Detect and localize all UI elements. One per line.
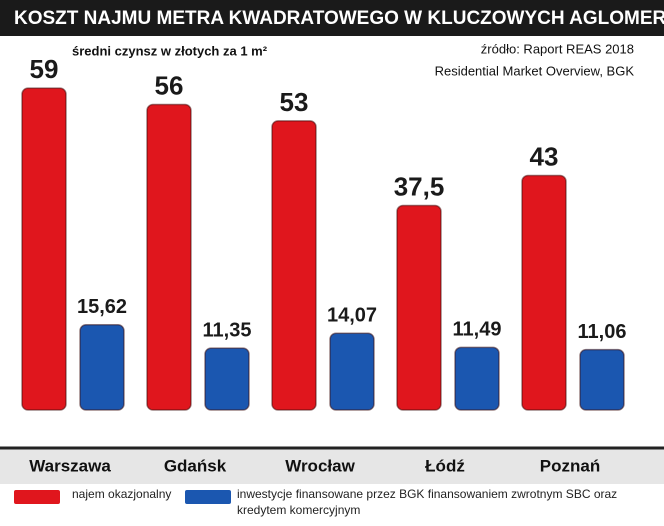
chart-title: KOSZT NAJMU METRA KWADRATOWEGO W KLUCZOW… xyxy=(14,8,664,29)
x-tick-label: Wrocław xyxy=(285,456,355,475)
x-tick-label: Poznań xyxy=(540,456,600,475)
legend: najem okazjonalny xyxy=(14,486,172,504)
value-label: 37,5 xyxy=(394,171,445,201)
value-label: 53 xyxy=(280,87,309,117)
value-label: 11,06 xyxy=(578,321,627,343)
value-label: 56 xyxy=(155,70,184,100)
bar xyxy=(329,332,375,411)
bar xyxy=(204,347,250,411)
legend-swatch xyxy=(185,490,231,504)
source: źródło: Raport REAS 2018 xyxy=(481,41,634,56)
x-tick-label: Łódź xyxy=(425,456,465,475)
bar xyxy=(146,103,192,411)
value-label: 59 xyxy=(30,54,59,84)
legend-label: najem okazjonalny xyxy=(72,487,172,501)
bar xyxy=(579,348,625,411)
value-label: 11,35 xyxy=(203,319,252,341)
value-label: 14,07 xyxy=(327,305,377,327)
bar xyxy=(271,120,317,411)
legend-label: inwestycje finansowane przez BGK finanso… xyxy=(237,487,618,517)
value-label: 11,49 xyxy=(453,319,502,341)
chart: KOSZT NAJMU METRA KWADRATOWEGO W KLUCZOW… xyxy=(0,0,664,484)
bar xyxy=(21,87,67,411)
x-tick-label: Gdańsk xyxy=(164,456,227,475)
subtitle: średni czynsz w złotych za 1 m² xyxy=(72,43,268,58)
value-label: 43 xyxy=(530,141,559,171)
bar xyxy=(396,204,442,411)
value-label: 15,62 xyxy=(77,296,127,318)
bar xyxy=(454,346,500,411)
category-band xyxy=(0,448,664,484)
x-tick-label: Warszawa xyxy=(29,456,111,475)
source: Residential Market Overview, BGK xyxy=(435,63,635,78)
bar xyxy=(79,324,125,411)
title-bar xyxy=(0,0,664,36)
legend: inwestycje finansowane przez BGK finanso… xyxy=(185,486,625,518)
legend-swatch xyxy=(14,490,60,504)
bar xyxy=(521,174,567,411)
